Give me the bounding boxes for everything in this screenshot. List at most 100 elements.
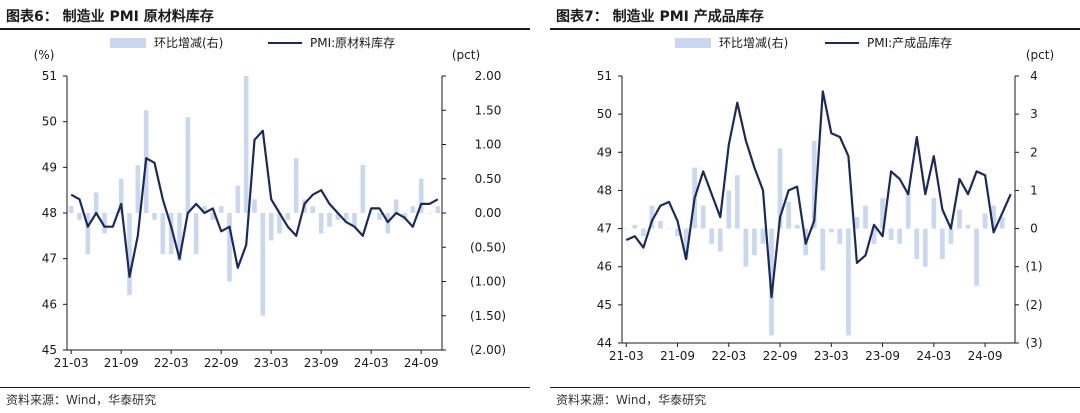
- bar: [318, 213, 324, 234]
- bar: [649, 205, 655, 229]
- left-tick-label: 51: [42, 69, 57, 83]
- left-tick-label: 50: [597, 107, 612, 121]
- bar: [202, 206, 207, 213]
- bar: [368, 213, 374, 214]
- bar: [160, 213, 166, 255]
- bar: [743, 228, 749, 267]
- right-tick-label: (1.00): [470, 275, 506, 289]
- bar: [168, 213, 174, 255]
- bar: [811, 140, 817, 229]
- bar: [871, 228, 877, 244]
- x-tick-label: 24-03: [916, 349, 951, 363]
- left-tick-label: 49: [42, 160, 57, 174]
- left-tick-label: 45: [42, 343, 57, 357]
- chart-panel-left: 图表6： 制造业 PMI 原材料库存 环比增减(右) PMI:原材料库存 (%) (p…: [0, 0, 530, 413]
- bar: [293, 158, 299, 213]
- bar: [666, 228, 672, 230]
- bar: [957, 209, 962, 229]
- x-tick-label: 23-09: [304, 356, 339, 370]
- right-tick-label: 2: [1030, 145, 1038, 159]
- bar: [93, 192, 99, 213]
- bar: [752, 228, 757, 256]
- bar: [218, 206, 224, 213]
- chart-pmi-raw-material-inventory: 环比增减(右) PMI:原材料库存 (%) (pct) 45 46 47 48 49 50 51 (2…: [34, 35, 506, 370]
- bar: [268, 213, 274, 241]
- legend-label-line: PMI:产成品库存: [867, 35, 952, 50]
- bar: [897, 228, 903, 244]
- bar: [922, 228, 928, 267]
- right-tick-label: (2): [1026, 298, 1043, 312]
- legend-swatch-bars: [675, 38, 711, 48]
- x-tick-label: 22-09: [763, 349, 798, 363]
- bar: [940, 228, 945, 260]
- bar: [210, 213, 216, 220]
- bar: [335, 213, 341, 220]
- left-axis-unit: (%): [34, 48, 55, 62]
- legend-label-bars: 环比增减(右): [154, 35, 223, 50]
- x-tick-label: 21-03: [609, 349, 644, 363]
- bar: [360, 165, 366, 213]
- bar: [102, 213, 107, 234]
- bar: [285, 213, 291, 220]
- right-axis-unit: (pct): [1026, 48, 1054, 62]
- bar: [118, 178, 124, 213]
- x-tick-label: 22-09: [204, 356, 239, 370]
- chart-title: 图表6： 制造业 PMI 原材料库存: [6, 9, 214, 25]
- bar: [794, 224, 800, 229]
- bar: [948, 228, 954, 244]
- bar: [999, 217, 1005, 229]
- right-tick-label: 0.50: [475, 172, 502, 186]
- bar: [965, 224, 971, 229]
- legend-label-line: PMI:原材料库存: [310, 35, 395, 50]
- left-tick-label: 44: [597, 336, 612, 350]
- bar: [888, 228, 894, 241]
- bar: [135, 165, 141, 213]
- bar: [77, 213, 82, 220]
- left-tick-label: 50: [42, 115, 57, 129]
- x-tick-label: 24-03: [354, 356, 389, 370]
- left-tick-label: 46: [42, 297, 57, 311]
- right-tick-label: (2.00): [470, 343, 506, 357]
- chart-pmi-finished-goods-inventory: 环比增减(右) PMI:产成品库存 (pct) 44 45 46 47 48 49 50 51 (3)…: [597, 35, 1054, 363]
- chart-title: 图表7： 制造业 PMI 产成品库存: [556, 9, 764, 25]
- bar: [260, 213, 266, 316]
- bar: [658, 220, 663, 229]
- bar: [435, 206, 441, 213]
- bar: [777, 148, 783, 229]
- legend-label-bars: 环比增减(右): [719, 35, 788, 50]
- source-rule: [550, 387, 1080, 388]
- bar: [352, 213, 357, 227]
- bar: [905, 190, 911, 229]
- bar: [343, 213, 349, 220]
- title-rule: [550, 28, 1080, 30]
- chart-source: 资料来源：Wind，华泰研究: [556, 393, 707, 407]
- bar: [837, 228, 843, 244]
- bar: [385, 213, 391, 234]
- x-tick-label: 24-09: [968, 349, 1003, 363]
- bar: [854, 217, 860, 229]
- x-tick-label: 24-09: [404, 356, 439, 370]
- x-tick-label: 21-09: [104, 356, 139, 370]
- bar: [991, 205, 996, 229]
- bar: [252, 199, 257, 213]
- bar: [277, 213, 282, 234]
- bar: [769, 228, 774, 336]
- left-tick-label: 48: [597, 183, 612, 197]
- bar: [177, 213, 182, 261]
- x-tick-label: 23-09: [865, 349, 900, 363]
- left-tick-label: 47: [42, 252, 57, 266]
- bar: [675, 228, 680, 237]
- chart-source: 资料来源：Wind，华泰研究: [6, 393, 157, 407]
- source-rule: [0, 387, 530, 388]
- chart-panel-right: 图表7： 制造业 PMI 产成品库存 环比增减(右) PMI:产成品库存 (pct)…: [550, 0, 1080, 413]
- bar: [235, 185, 241, 213]
- right-tick-label: (3): [1026, 336, 1043, 350]
- bar: [863, 205, 868, 229]
- right-axis-unit: (pct): [452, 48, 480, 62]
- bar: [982, 213, 988, 229]
- bar: [828, 228, 834, 233]
- bar: [726, 190, 732, 229]
- right-tick-label: 1: [1030, 183, 1038, 197]
- x-tick-label: 23-03: [814, 349, 849, 363]
- right-tick-label: 4: [1030, 69, 1038, 83]
